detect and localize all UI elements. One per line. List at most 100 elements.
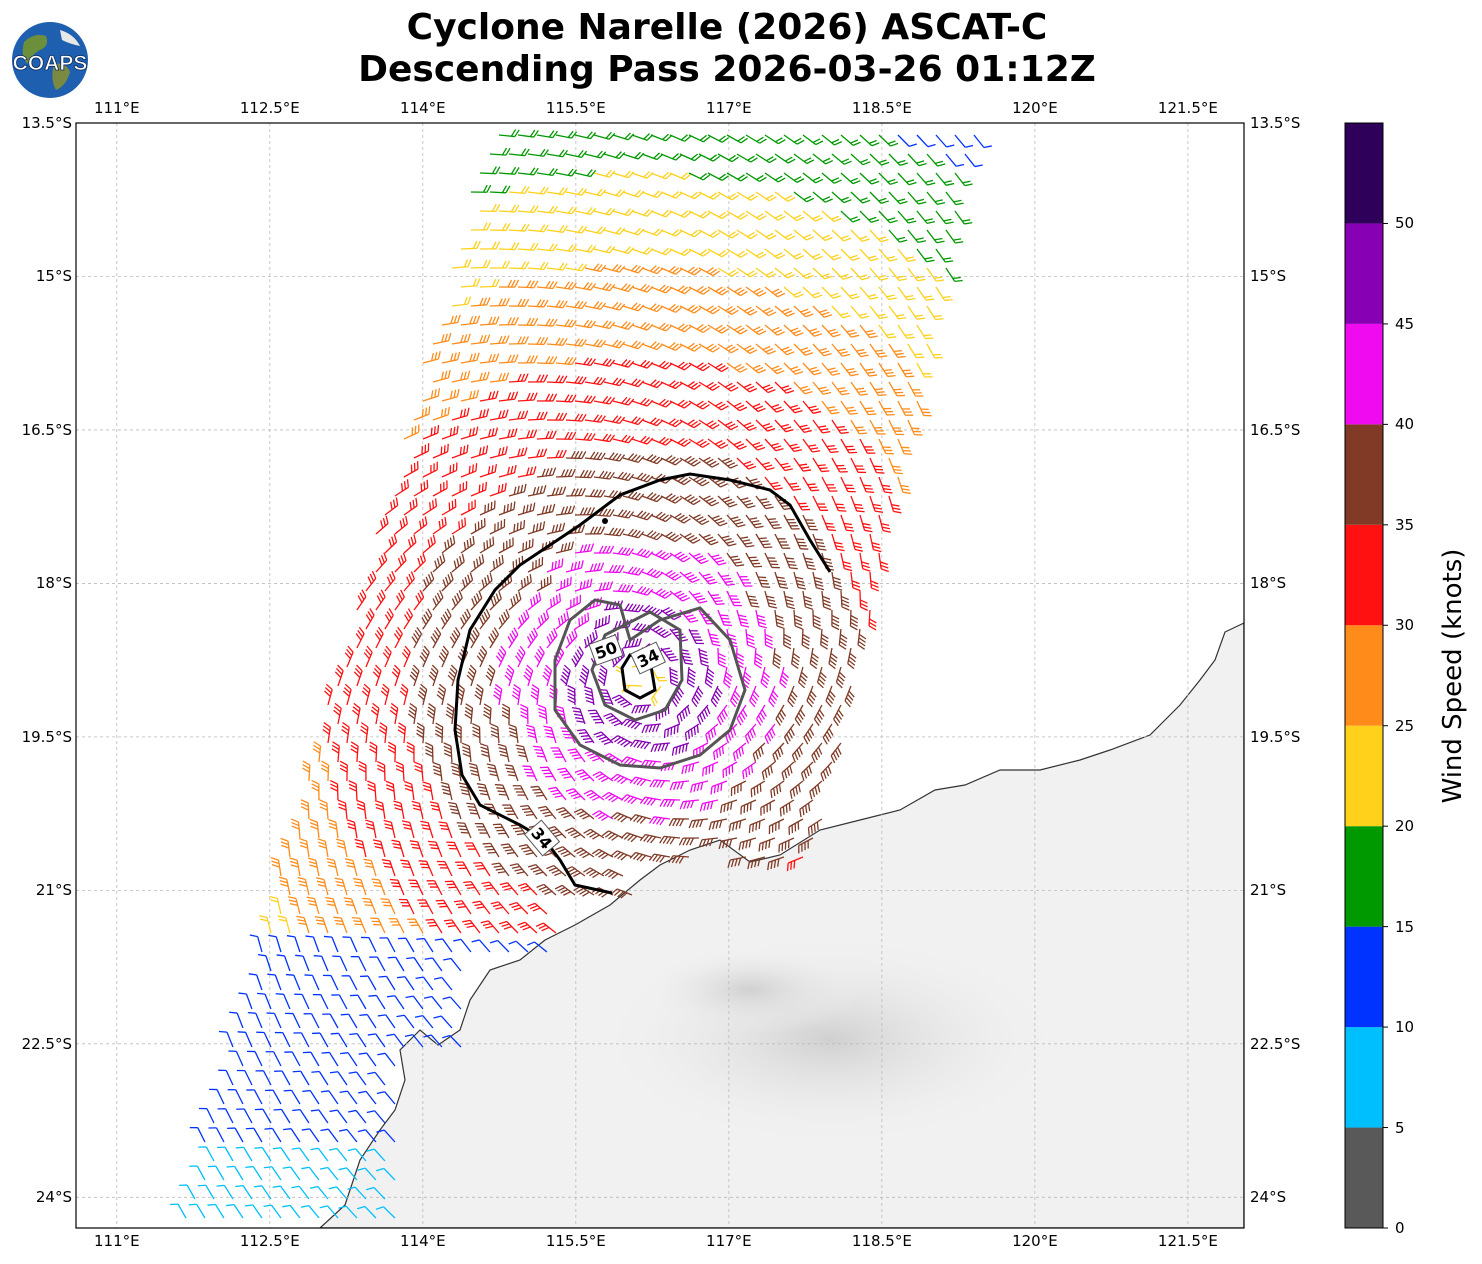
wind-barb <box>227 1127 244 1143</box>
wind-barb <box>793 533 809 550</box>
wind-barb <box>812 381 832 395</box>
wind-barb <box>811 742 823 763</box>
globe-icon: COAPS <box>12 22 88 98</box>
wind-barb <box>536 467 557 478</box>
wind-barb <box>764 400 785 413</box>
wind-barb <box>427 840 443 858</box>
wind-barb <box>443 742 453 763</box>
wind-barb <box>328 818 339 839</box>
wind-barb <box>772 742 785 763</box>
wind-barb <box>441 462 458 478</box>
wind-barb <box>295 954 310 972</box>
colorbar-tick-label: 5 <box>1395 1118 1405 1137</box>
lon-tick-label: 117°E <box>706 99 752 117</box>
wind-barb <box>555 468 576 478</box>
lat-tick-label: 13.5°S <box>21 114 72 132</box>
wind-barb <box>783 134 805 145</box>
wind-barb <box>707 628 721 647</box>
wind-barb <box>840 514 855 532</box>
wind-barb <box>403 571 415 592</box>
wind-barb <box>620 756 643 767</box>
wind-barb <box>453 938 472 953</box>
wind-barb <box>443 919 462 934</box>
wind-barb <box>489 519 506 535</box>
wind-barb <box>745 628 756 649</box>
wind-barb <box>878 514 891 533</box>
wind-barb <box>489 297 510 307</box>
wind-barb <box>403 534 417 554</box>
wind-barb <box>669 551 691 563</box>
wind-barb <box>328 1186 348 1200</box>
wind-barb <box>793 419 813 434</box>
wind-barb <box>631 704 651 714</box>
wind-barb <box>517 574 532 592</box>
wind-barb <box>285 1012 301 1029</box>
wind-barb <box>309 1185 329 1200</box>
wind-barb <box>707 400 729 411</box>
wind-barb <box>857 628 867 650</box>
wind-barb <box>523 664 534 687</box>
wind-barb <box>793 267 814 280</box>
wind-barb <box>322 974 339 991</box>
wind-barb <box>926 343 943 359</box>
wind-barb <box>691 685 704 708</box>
wind-barb <box>688 400 710 410</box>
wind-barb <box>449 627 461 649</box>
wind-barb <box>869 229 889 243</box>
wind-barb <box>273 1108 291 1124</box>
wind-barb <box>710 685 723 708</box>
wind-barb <box>603 452 626 462</box>
wind-barb <box>292 1070 310 1086</box>
wind-barb <box>527 224 549 233</box>
wind-barb <box>704 666 715 689</box>
wind-barb <box>650 171 673 180</box>
wind-barb <box>707 438 729 449</box>
wind-barb <box>698 495 720 507</box>
wind-barb <box>512 785 529 801</box>
wind-barb <box>360 975 377 991</box>
wind-barb <box>812 495 829 511</box>
wind-barb <box>770 780 785 799</box>
wind-barb <box>489 223 511 232</box>
wind-barb <box>850 153 871 166</box>
wind-barb <box>720 799 738 814</box>
wind-barb <box>869 343 888 358</box>
wind-barb <box>802 400 822 414</box>
wind-barb <box>255 1070 272 1086</box>
wind-barb <box>726 172 748 182</box>
wind-barb <box>450 762 462 782</box>
wind-barb <box>274 1070 291 1086</box>
wind-barb <box>688 134 711 143</box>
wind-barb <box>517 882 538 896</box>
wind-barb <box>584 226 607 235</box>
wind-barb <box>441 351 461 364</box>
wind-barb <box>372 664 382 687</box>
wind-barb <box>584 489 606 498</box>
wind-barb <box>945 153 965 167</box>
wind-barb <box>508 520 526 535</box>
wind-barb <box>798 666 808 689</box>
wind-barb <box>916 400 932 417</box>
wind-barb <box>508 373 529 383</box>
wind-barb <box>422 534 436 554</box>
wind-barb <box>774 457 793 472</box>
wind-barb <box>840 248 861 261</box>
wind-barb <box>774 229 796 241</box>
wind-barb <box>555 431 577 440</box>
colorbar-swatch <box>1345 625 1383 726</box>
wind-barb <box>546 522 566 535</box>
wind-barb <box>389 702 399 725</box>
wind-barb <box>508 261 530 270</box>
wind-barb <box>517 502 536 516</box>
wind-barb <box>747 856 766 870</box>
wind-barb <box>459 608 471 630</box>
lon-tick-label: 120°E <box>1012 99 1058 117</box>
wind-barb <box>799 799 814 818</box>
wind-barb <box>897 324 915 339</box>
wind-barb <box>344 858 358 877</box>
wind-barb <box>555 281 577 290</box>
wind-barb <box>622 637 643 649</box>
wind-barb <box>926 191 946 205</box>
wind-barb <box>322 721 331 744</box>
wind-barb <box>460 352 480 364</box>
